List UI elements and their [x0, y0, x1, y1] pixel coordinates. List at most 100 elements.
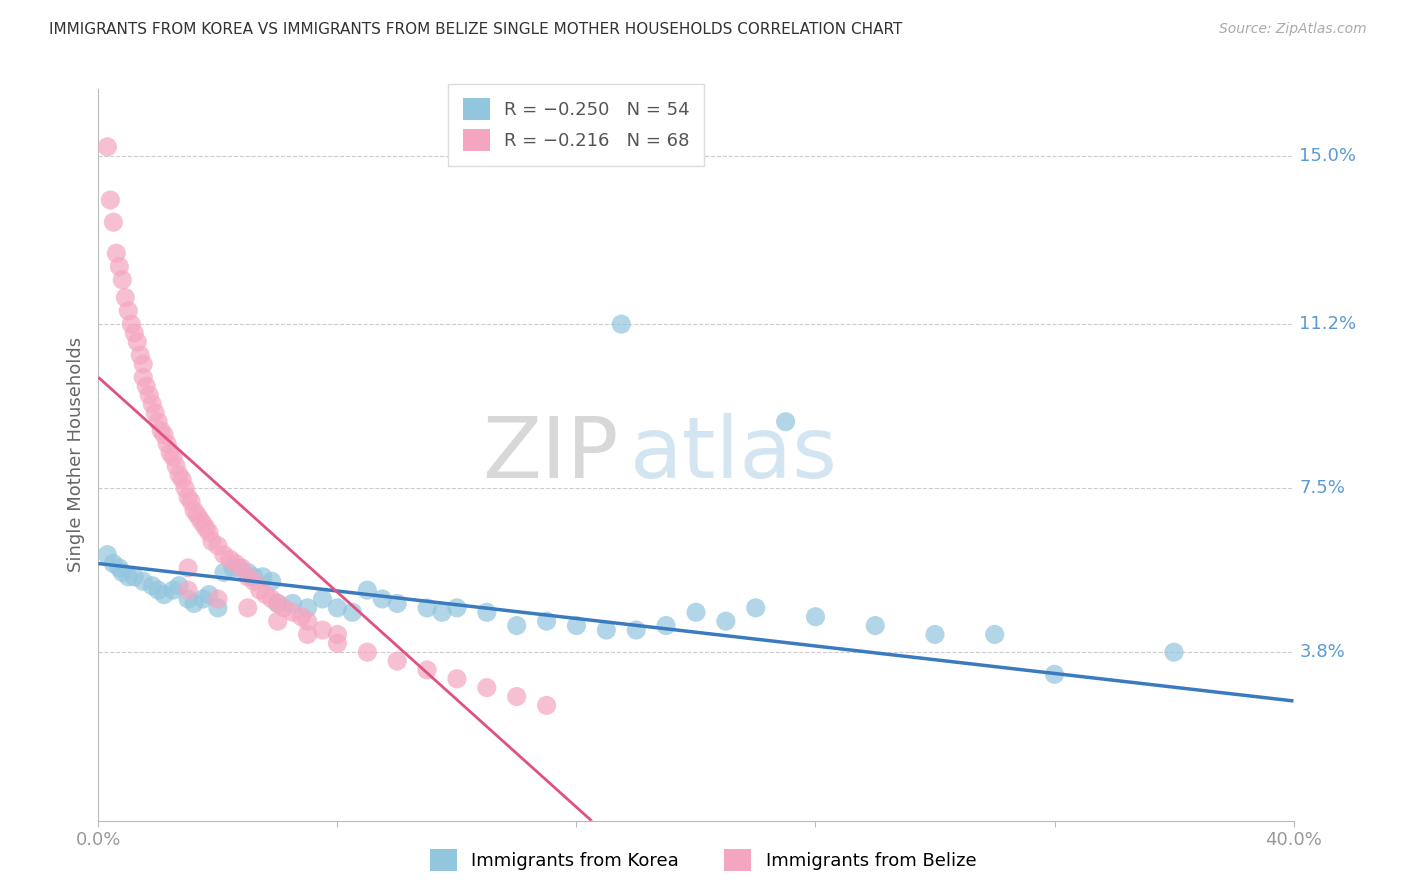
Point	[117, 303, 139, 318]
Point	[105, 246, 128, 260]
Point	[267, 614, 290, 628]
Text: atlas: atlas	[630, 413, 838, 497]
Text: 7.5%: 7.5%	[1299, 479, 1346, 497]
Point	[183, 596, 205, 610]
Point	[124, 570, 146, 584]
Text: Source: ZipAtlas.com: Source: ZipAtlas.com	[1219, 22, 1367, 37]
Point	[506, 690, 529, 704]
Point	[103, 557, 125, 571]
Point	[297, 627, 319, 641]
Point	[180, 494, 202, 508]
Point	[297, 614, 319, 628]
Point	[228, 561, 250, 575]
Point	[236, 600, 259, 615]
Point	[120, 317, 142, 331]
Point	[124, 326, 146, 340]
Point	[281, 605, 304, 619]
Point	[446, 600, 468, 615]
Point	[186, 508, 208, 522]
Point	[311, 623, 333, 637]
Text: 15.0%: 15.0%	[1299, 146, 1357, 165]
Point	[195, 521, 218, 535]
Point	[153, 428, 176, 442]
Point	[536, 698, 558, 713]
Text: IMMIGRANTS FROM KOREA VS IMMIGRANTS FROM BELIZE SINGLE MOTHER HOUSEHOLDS CORRELA: IMMIGRANTS FROM KOREA VS IMMIGRANTS FROM…	[49, 22, 903, 37]
Point	[984, 627, 1007, 641]
Point	[924, 627, 946, 641]
Point	[103, 215, 125, 229]
Point	[356, 645, 378, 659]
Point	[506, 618, 529, 632]
Point	[356, 583, 378, 598]
Point	[281, 596, 304, 610]
Point	[177, 583, 200, 598]
Point	[236, 566, 259, 580]
Point	[291, 609, 314, 624]
Point	[249, 583, 271, 598]
Point	[212, 548, 235, 562]
Point	[225, 557, 247, 571]
Point	[273, 600, 295, 615]
Point	[416, 663, 439, 677]
Point	[1163, 645, 1185, 659]
Text: 3.8%: 3.8%	[1299, 643, 1346, 661]
Legend: R = −0.250   N = 54, R = −0.216   N = 68: R = −0.250 N = 54, R = −0.216 N = 68	[449, 84, 704, 166]
Point	[198, 588, 221, 602]
Point	[191, 516, 214, 531]
Point	[174, 481, 197, 495]
Point	[129, 348, 152, 362]
Point	[865, 618, 887, 632]
Point	[207, 539, 229, 553]
Point	[117, 570, 139, 584]
Point	[219, 552, 242, 566]
Point	[162, 583, 184, 598]
Point	[177, 561, 200, 575]
Point	[260, 592, 283, 607]
Point	[685, 605, 707, 619]
Point	[138, 388, 160, 402]
Point	[141, 579, 163, 593]
Point	[326, 600, 349, 615]
Point	[536, 614, 558, 628]
Point	[183, 503, 205, 517]
Point	[714, 614, 737, 628]
Point	[236, 570, 259, 584]
Point	[132, 370, 155, 384]
Point	[475, 681, 498, 695]
Point	[775, 415, 797, 429]
Point	[162, 450, 184, 464]
Point	[326, 636, 349, 650]
Point	[1043, 667, 1066, 681]
Point	[342, 605, 364, 619]
Point	[212, 566, 235, 580]
Point	[260, 574, 283, 589]
Point	[595, 623, 617, 637]
Point	[141, 397, 163, 411]
Point	[191, 592, 214, 607]
Point	[114, 291, 136, 305]
Point	[159, 446, 181, 460]
Point	[430, 605, 453, 619]
Point	[416, 600, 439, 615]
Point	[297, 600, 319, 615]
Point	[153, 588, 176, 602]
Point	[135, 379, 157, 393]
Point	[326, 627, 349, 641]
Point	[222, 561, 245, 575]
Point	[150, 424, 173, 438]
Point	[148, 583, 170, 598]
Point	[446, 672, 468, 686]
Point	[655, 618, 678, 632]
Point	[475, 605, 498, 619]
Point	[207, 592, 229, 607]
Point	[198, 525, 221, 540]
Point	[188, 512, 211, 526]
Point	[111, 566, 134, 580]
Point	[385, 654, 409, 668]
Point	[167, 579, 190, 593]
Point	[385, 596, 409, 610]
Point	[231, 561, 253, 575]
Point	[96, 140, 118, 154]
Point	[177, 592, 200, 607]
Point	[745, 600, 768, 615]
